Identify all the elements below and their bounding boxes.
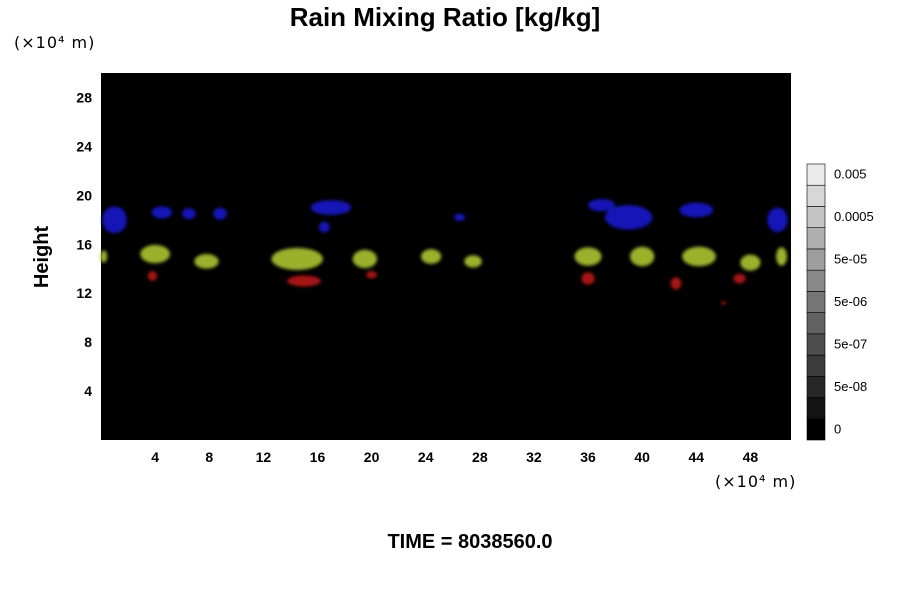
- colorbar-cell: [806, 227, 826, 250]
- x-tick-label: 32: [526, 449, 542, 465]
- y-tick-label: 8: [84, 334, 92, 350]
- middle-rain-blob-15: [352, 249, 377, 269]
- colorbar-cell: [806, 376, 826, 398]
- colorbar-cell: [806, 248, 826, 271]
- x-axis-unit: (×10⁴ m): [715, 472, 797, 491]
- x-tick-label: 48: [743, 449, 759, 465]
- colorbar: 0 5e-08 5e-07 5e-06 5e-05 0.0005 0.005: [806, 163, 874, 441]
- colorbar-cell: [806, 418, 826, 441]
- middle-rain-blob-12: [140, 244, 170, 264]
- colorbar-label: 0: [834, 421, 841, 436]
- upper-rain-blob-1: [151, 206, 173, 219]
- upper-rain-blob-2: [182, 208, 196, 220]
- y-tick-label: 12: [76, 285, 92, 301]
- upper-rain-blob-3: [213, 207, 227, 220]
- y-tick-label: 16: [76, 236, 92, 252]
- upper-rain-blob-10: [767, 207, 788, 233]
- lower-rain-blob-25: [366, 271, 377, 279]
- colorbar-cell: [806, 269, 826, 292]
- middle-rain-blob-22: [776, 247, 787, 266]
- x-tick-label: 28: [472, 449, 488, 465]
- time-label: TIME = 8038560.0: [387, 531, 553, 553]
- y-tick-label: 4: [84, 383, 92, 399]
- x-tick-label: 20: [364, 449, 380, 465]
- lower-rain-blob-29: [721, 300, 726, 305]
- x-tick-label: 24: [418, 449, 434, 465]
- colorbar-label: 5e-08: [834, 379, 867, 394]
- colorbar-cell: [806, 354, 826, 377]
- y-axis-ticks: 4 8 12 16 20 24 28: [76, 89, 92, 399]
- colorbar-cell: [806, 206, 826, 228]
- x-tick-label: 4: [151, 449, 159, 465]
- middle-rain-blob-14: [271, 247, 323, 270]
- plot-area: [101, 73, 791, 440]
- y-axis-unit: (×10⁴ m): [14, 33, 96, 52]
- upper-rain-blob-7: [604, 205, 653, 230]
- lower-rain-blob-27: [670, 277, 682, 290]
- lower-rain-blob-28: [733, 273, 746, 284]
- upper-rain-blob-5: [318, 221, 330, 233]
- middle-rain-blob-16: [420, 249, 442, 264]
- x-tick-label: 16: [310, 449, 326, 465]
- x-axis-ticks: 4 8 12 16 20 24 28 32 36 40 44 48: [151, 449, 758, 465]
- upper-rain-blob-8: [588, 199, 616, 212]
- chart-title: Rain Mixing Ratio [kg/kg]: [289, 2, 601, 32]
- lower-rain-blob-26: [581, 272, 595, 285]
- lower-rain-blob-24: [287, 275, 321, 287]
- rain-field: [100, 199, 788, 305]
- colorbar-cell: [806, 291, 826, 313]
- upper-rain-blob-9: [679, 202, 714, 218]
- x-tick-label: 8: [205, 449, 213, 465]
- middle-rain-blob-13: [194, 254, 219, 269]
- upper-rain-blob-0: [102, 206, 127, 234]
- x-tick-label: 12: [256, 449, 272, 465]
- colorbar-cell: [806, 163, 826, 186]
- x-tick-label: 44: [689, 449, 705, 465]
- colorbar-label: 0.0005: [834, 209, 874, 224]
- upper-rain-blob-6: [454, 213, 465, 222]
- colorbar-label: 0.005: [834, 167, 867, 182]
- y-tick-label: 20: [76, 187, 92, 203]
- colorbar-cell: [806, 333, 826, 356]
- colorbar-cell: [806, 312, 826, 335]
- colorbar-label: 5e-07: [834, 336, 867, 351]
- y-tick-label: 24: [76, 138, 92, 154]
- colorbar-label: 5e-05: [834, 252, 867, 267]
- x-tick-label: 40: [634, 449, 650, 465]
- middle-rain-blob-18: [574, 247, 602, 266]
- lower-rain-blob-23: [147, 271, 158, 281]
- middle-rain-blob-20: [682, 246, 716, 267]
- colorbar-cell: [806, 184, 826, 207]
- middle-rain-blob-21: [740, 254, 761, 271]
- colorbar-label: 5e-06: [834, 294, 867, 309]
- y-tick-label: 28: [76, 89, 92, 105]
- colorbar-cell: [806, 397, 826, 420]
- upper-rain-blob-4: [310, 200, 352, 215]
- x-tick-label: 36: [580, 449, 596, 465]
- middle-rain-blob-19: [630, 246, 655, 267]
- middle-rain-blob-17: [464, 255, 482, 268]
- middle-rain-blob-11: [100, 250, 108, 263]
